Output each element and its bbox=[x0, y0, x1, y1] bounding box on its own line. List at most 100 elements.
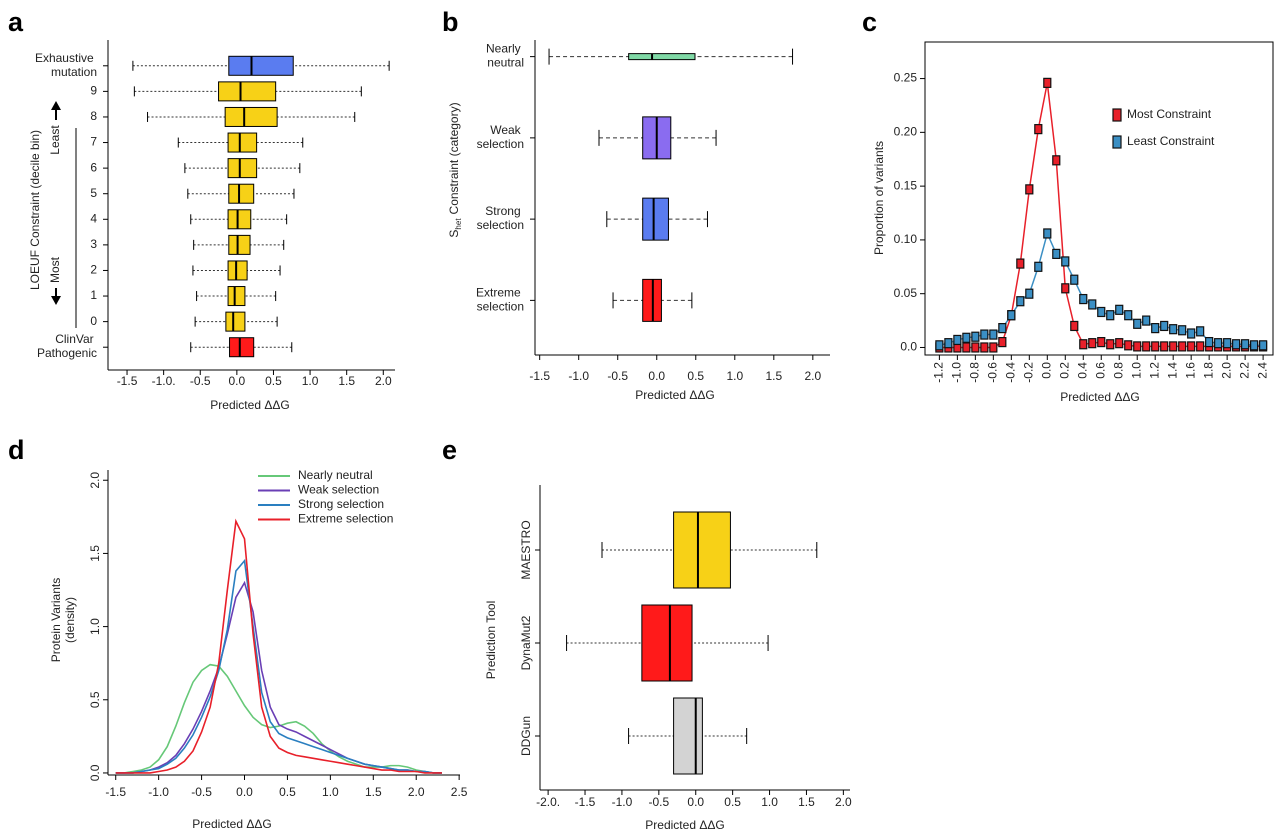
label-line: Nearly bbox=[486, 42, 524, 56]
panel-letter: c bbox=[862, 7, 877, 37]
marker bbox=[962, 342, 971, 353]
marker bbox=[1142, 341, 1151, 352]
marker bbox=[1052, 248, 1061, 259]
x-tick-label: 1.8 bbox=[1201, 362, 1215, 379]
series-line bbox=[115, 663, 442, 774]
marker bbox=[989, 329, 998, 340]
x-tick-label: 0.5 bbox=[265, 374, 282, 388]
y-axis-label: LOEUF Constraint (decile bin) bbox=[28, 130, 42, 290]
box bbox=[227, 260, 248, 281]
x-tick-label: 1.0 bbox=[302, 374, 319, 388]
marker bbox=[1079, 339, 1088, 350]
y-tick-label: 4 bbox=[90, 211, 97, 225]
box bbox=[227, 209, 252, 230]
legend-label: Strong selection bbox=[298, 497, 384, 511]
x-tick-label: 0.0 bbox=[1039, 362, 1053, 379]
marker bbox=[1178, 341, 1187, 352]
y-tick-label: 7 bbox=[90, 135, 97, 149]
y-label-text: Constraint (category) bbox=[447, 102, 461, 214]
x-tick-label: 0.2 bbox=[1057, 362, 1071, 379]
y-tick-label: 0.5 bbox=[88, 691, 102, 708]
x-tick-label: 0.4 bbox=[1075, 362, 1089, 379]
marker bbox=[1160, 341, 1169, 352]
x-tick-label: -0.8 bbox=[968, 362, 982, 383]
marker bbox=[1025, 288, 1034, 299]
marker bbox=[1133, 318, 1142, 329]
y-tick-label: 0.0 bbox=[900, 340, 917, 354]
label-line: selection bbox=[477, 218, 524, 232]
marker bbox=[1106, 339, 1115, 350]
y-tick-label: MAESTRO bbox=[519, 520, 533, 579]
marker bbox=[1250, 340, 1259, 351]
marker bbox=[953, 334, 962, 346]
marker bbox=[1016, 258, 1025, 269]
y-tick-label: 0.20 bbox=[894, 125, 918, 139]
x-tick-label: 2.0 bbox=[375, 374, 392, 388]
box bbox=[218, 81, 277, 102]
arrow-head bbox=[51, 296, 61, 305]
y-tick-label: Strong selection bbox=[477, 204, 524, 232]
x-tick-label: -0.5 bbox=[648, 795, 669, 809]
y-tick-label: 0.05 bbox=[894, 286, 918, 300]
x-tick-label: -0.4 bbox=[1003, 362, 1017, 383]
marker bbox=[1088, 338, 1097, 349]
y-label-subscript: het bbox=[454, 218, 463, 230]
series-line bbox=[115, 558, 442, 774]
marker bbox=[1133, 341, 1142, 352]
box bbox=[228, 183, 255, 204]
marker bbox=[1097, 306, 1106, 318]
y-tick-label: 0.0 bbox=[88, 764, 102, 781]
marker bbox=[989, 342, 998, 353]
panel-letter: a bbox=[8, 7, 24, 37]
marker bbox=[971, 331, 980, 342]
marker bbox=[1034, 124, 1043, 135]
y-tick-label: 6 bbox=[90, 160, 97, 174]
marker bbox=[1106, 310, 1115, 321]
box bbox=[228, 234, 251, 255]
marker bbox=[1124, 310, 1133, 321]
marker bbox=[1034, 261, 1043, 272]
y-axis-label: Prediction Tool bbox=[484, 601, 498, 680]
panel-letter: b bbox=[442, 7, 459, 37]
marker bbox=[980, 329, 989, 340]
y-tick-label: 9 bbox=[90, 84, 97, 98]
marker bbox=[1115, 304, 1124, 315]
y-tick-label: 0.15 bbox=[894, 178, 918, 192]
marker bbox=[998, 323, 1007, 334]
x-tick-label: -1.0 bbox=[568, 369, 589, 383]
x-tick-label: 1.4 bbox=[1165, 362, 1179, 379]
box bbox=[628, 53, 696, 61]
marker bbox=[1043, 228, 1052, 239]
marker bbox=[1151, 323, 1160, 334]
legend-swatch bbox=[1112, 108, 1122, 122]
x-tick-label: 2.4 bbox=[1255, 362, 1269, 379]
x-tick-label: 1.0 bbox=[1129, 362, 1143, 379]
marker bbox=[1052, 155, 1061, 166]
marker bbox=[1124, 340, 1133, 351]
x-tick-label: -1.5 bbox=[575, 795, 596, 809]
x-axis-label: Predicted ΔΔG bbox=[192, 817, 271, 829]
y-tick-label: Exhaustive mutation bbox=[35, 51, 97, 79]
plot-frame bbox=[924, 41, 1274, 356]
x-tick-label: 1.2 bbox=[1147, 362, 1161, 379]
x-tick-label: -1.0. bbox=[152, 374, 176, 388]
marker bbox=[1097, 336, 1106, 348]
x-axis-label: Predicted ΔΔG bbox=[635, 388, 714, 402]
marker bbox=[944, 338, 953, 349]
x-tick-label: 2.0 bbox=[804, 369, 821, 383]
label-line: Pathogenic bbox=[37, 346, 97, 360]
marker bbox=[1007, 310, 1016, 321]
marker bbox=[1214, 338, 1223, 349]
marker bbox=[1079, 293, 1088, 305]
marker bbox=[1070, 320, 1079, 332]
y-tick-label: Nearly neutral bbox=[486, 42, 524, 70]
label-line: mutation bbox=[51, 65, 97, 79]
marker bbox=[1169, 341, 1178, 352]
panel-letter: d bbox=[8, 435, 25, 465]
marker bbox=[1169, 324, 1178, 335]
box bbox=[227, 286, 246, 307]
label-line: Exhaustive bbox=[35, 51, 97, 65]
x-tick-label: 2.2 bbox=[1237, 362, 1251, 379]
x-tick-label: 0.5 bbox=[279, 785, 296, 799]
